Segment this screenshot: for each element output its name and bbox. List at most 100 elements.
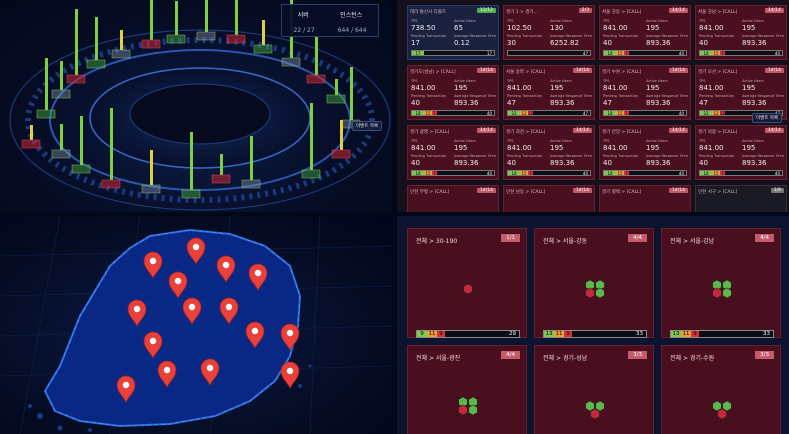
instance-hex[interactable] xyxy=(458,404,468,416)
map-pin-icon[interactable] xyxy=(182,297,202,325)
server-card[interactable]: 경기 과천 > [CALL] 14/14 TPS Active Users 841… xyxy=(503,125,595,180)
region-card[interactable]: 전체 > 서울-광진 4/4 xyxy=(407,345,527,434)
event-list-button[interactable]: 이벤트 목록 xyxy=(352,121,383,131)
server-node[interactable] xyxy=(101,179,121,189)
instance-hex[interactable] xyxy=(722,400,732,412)
server-node[interactable] xyxy=(66,74,86,84)
map-pin-icon[interactable] xyxy=(127,299,147,327)
server-node[interactable] xyxy=(196,31,216,41)
map-pin-icon[interactable] xyxy=(200,358,220,386)
instance-hex[interactable] xyxy=(595,287,605,299)
region-card[interactable]: 전체 > 30-190 1/1 9 11 9 29 xyxy=(407,228,527,338)
server-card[interactable]: 경기 수원 > [CALL] 14/14 TPS Active Users 841… xyxy=(599,65,691,120)
server-node[interactable] xyxy=(51,149,71,159)
map-pin-icon[interactable] xyxy=(186,237,206,265)
active-users-value: 195 xyxy=(550,144,564,152)
response-time-label: Average Response Time xyxy=(646,94,688,98)
status-segment: 18 xyxy=(604,111,616,116)
server-node[interactable] xyxy=(253,44,273,54)
server-node[interactable] xyxy=(331,149,351,159)
server-card[interactable]: 인천 남동 > [CALL] 14/14 xyxy=(503,185,595,212)
server-3d-view: 서버 인스턴스 22 / 27 644 / 644 이벤트 목록 xyxy=(0,0,392,212)
server-card[interactable]: 경기 평택 > [CALL] 14/14 xyxy=(599,185,691,212)
server-load-bar xyxy=(235,0,238,35)
map-pin-icon[interactable] xyxy=(219,297,239,325)
instance-hex[interactable] xyxy=(712,287,722,299)
region-card[interactable]: 전체 > 서울-강동 4/4 13 11 9 33 xyxy=(534,228,654,338)
server-node[interactable] xyxy=(71,164,91,174)
map-pin-icon[interactable] xyxy=(143,251,163,279)
map-pin-icon[interactable] xyxy=(245,321,265,349)
tps-label: TPS xyxy=(699,79,706,83)
instance-hex[interactable] xyxy=(722,287,732,299)
server-node[interactable] xyxy=(141,39,161,49)
server-card-badge: 14/14 xyxy=(477,188,496,193)
server-node[interactable] xyxy=(211,174,231,184)
event-list-button-right[interactable]: 이벤트 목록 xyxy=(752,113,783,123)
server-card[interactable]: 서울 강동 > [CALL] 14/14 TPS Active Users 841… xyxy=(599,5,691,60)
region-card-title: 전체 > 경기-수원 xyxy=(670,355,715,362)
tps-value: 841.00 xyxy=(699,144,724,152)
status-segment: 7 xyxy=(624,50,629,56)
server-node[interactable] xyxy=(111,49,131,59)
server-card[interactable]: 경기 광명 > [CALL] 14/14 TPS Active Users 841… xyxy=(407,125,499,180)
server-node[interactable] xyxy=(241,179,261,189)
map-pin-icon[interactable] xyxy=(168,271,188,299)
server-card[interactable]: 서울 강남 > [CALL] 14/14 TPS Active Users 841… xyxy=(695,5,787,60)
map-pin-icon[interactable] xyxy=(216,255,236,283)
server-node[interactable] xyxy=(166,34,186,44)
map-pin-icon[interactable] xyxy=(280,361,300,389)
pending-label: Pending Transaction xyxy=(699,94,735,98)
map-pin-icon[interactable] xyxy=(143,331,163,359)
server-card[interactable]: 인천 서구 > [CALL] 1/8 xyxy=(695,185,787,212)
server-card[interactable]: 인천 부평 > [CALL] 14/14 xyxy=(407,185,499,212)
region-card[interactable]: 전체 > 경기-성남 3/3 xyxy=(534,345,654,434)
instance-hex[interactable] xyxy=(595,400,605,412)
instance-hex[interactable] xyxy=(585,287,595,299)
server-node[interactable] xyxy=(86,59,106,69)
tps-label: TPS xyxy=(411,139,418,143)
server-card[interactable]: 서울 송파 > [CALL] 14/14 TPS Active Users 841… xyxy=(503,65,595,120)
active-users-label: Active Users xyxy=(550,19,572,23)
server-card[interactable]: 경기 1 > 경기… 2/3 TPS Active Users 102.50 13… xyxy=(503,5,595,60)
instance-hex[interactable] xyxy=(468,404,478,416)
server-node[interactable] xyxy=(141,184,161,194)
server-node[interactable] xyxy=(51,89,71,99)
instance-hex[interactable] xyxy=(585,400,595,412)
map-pin-icon[interactable] xyxy=(157,360,177,388)
server-node[interactable] xyxy=(326,94,346,104)
server-node[interactable] xyxy=(36,109,56,119)
status-bar: 13 11 9 33 xyxy=(543,330,647,338)
server-card[interactable]: 경기도(성남) > [CALL] 14/14 TPS Active Users 8… xyxy=(407,65,499,120)
region-card[interactable]: 전체 > 서울-강남 4/4 13 11 9 33 xyxy=(661,228,781,338)
server-node[interactable] xyxy=(21,139,41,149)
active-users-label: Active Users xyxy=(550,139,572,143)
korea-map-view xyxy=(0,216,392,434)
server-card-badge: 14/14 xyxy=(573,128,592,133)
server-card[interactable]: 경기 의왕 > [CALL] 14/14 TPS Active Users 841… xyxy=(695,125,787,180)
instance-hex[interactable] xyxy=(590,408,600,420)
server-node[interactable] xyxy=(181,189,201,199)
instance-hex[interactable] xyxy=(463,283,473,295)
server-node[interactable] xyxy=(281,57,301,67)
server-node[interactable] xyxy=(226,34,246,44)
active-users-value: 130 xyxy=(550,24,564,32)
response-time-label: Average Response Time xyxy=(454,154,496,158)
map-pin-icon[interactable] xyxy=(116,375,136,403)
pending-label: Pending Transaction xyxy=(603,34,639,38)
tps-label: TPS xyxy=(699,139,706,143)
server-card[interactable]: 경기 안양 > [CALL] 14/14 TPS Active Users 841… xyxy=(599,125,691,180)
map-pin-icon[interactable] xyxy=(280,323,300,351)
server-card[interactable]: 테라 통신사 디폴트 12/12 TPS Active Users 738.50 … xyxy=(407,5,499,60)
status-segment: 15 xyxy=(424,170,432,176)
instance-hex[interactable] xyxy=(712,400,722,412)
region-card[interactable]: 전체 > 경기-수원 3/3 xyxy=(661,345,781,434)
map-pin-icon[interactable] xyxy=(248,263,268,291)
instance-hex[interactable] xyxy=(717,408,727,420)
pending-label: Pending Transaction xyxy=(699,154,735,158)
status-bar: 18 15 7 40 xyxy=(411,170,495,176)
server-node[interactable] xyxy=(301,169,321,179)
server-card[interactable]: 경기 오산 > [CALL] 14/14 TPS Active Users 841… xyxy=(695,65,787,120)
server-node[interactable] xyxy=(306,74,326,84)
status-total: 47 xyxy=(582,110,588,116)
